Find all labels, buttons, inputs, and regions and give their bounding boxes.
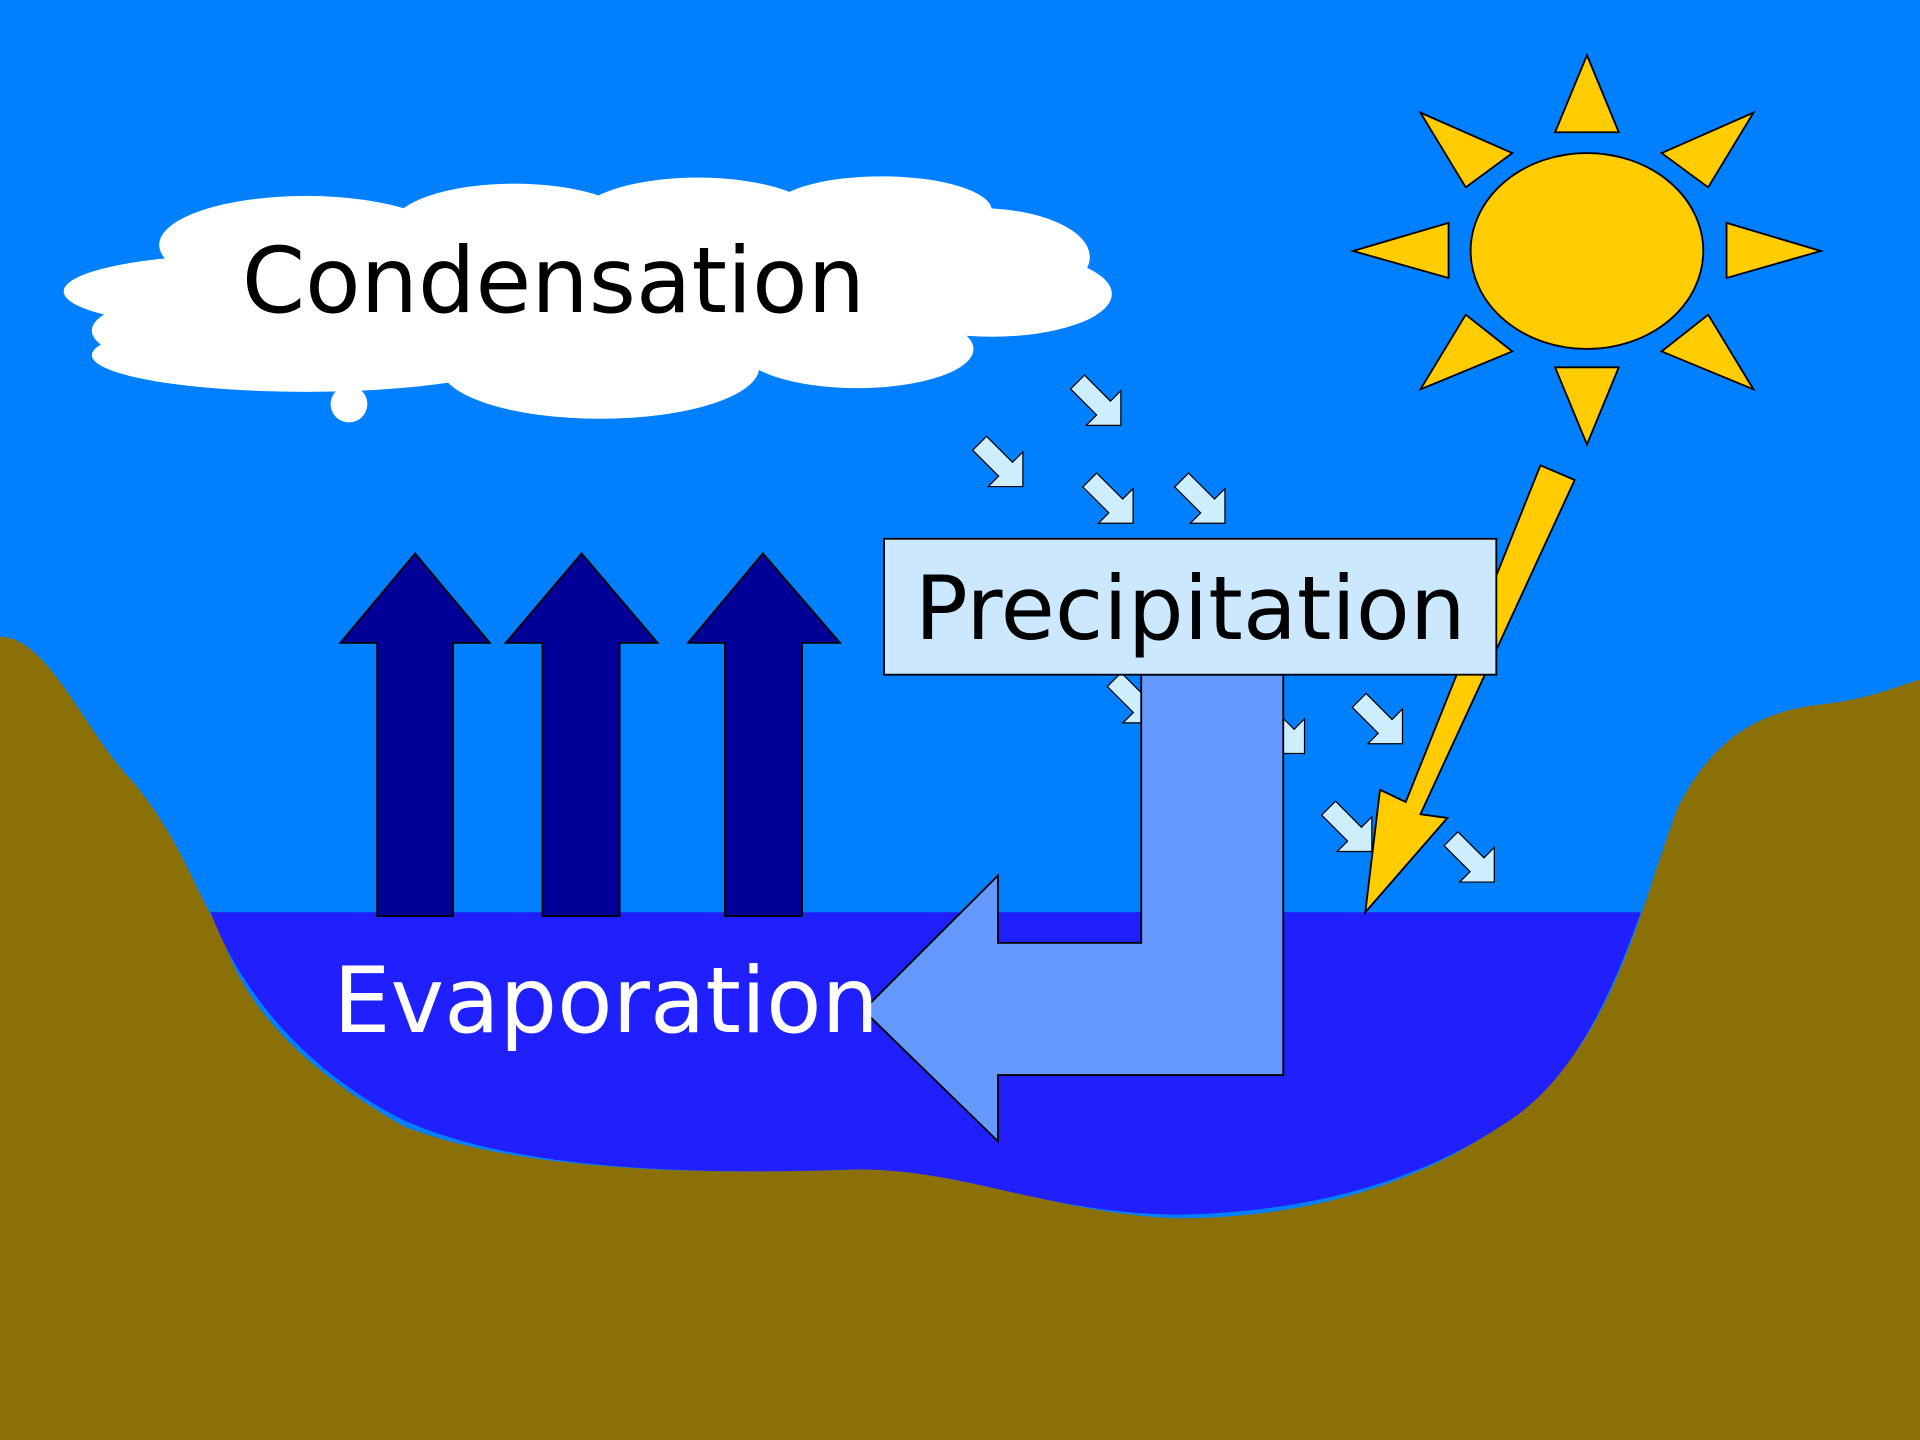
evaporation-arrows — [338, 552, 843, 917]
cloud — [63, 176, 1112, 423]
precipitation-label: Precipitation — [915, 557, 1466, 660]
evaporation-label: Evaporation — [333, 949, 879, 1054]
runoff-arrow — [861, 673, 1285, 1144]
condensation-label: Condensation — [242, 229, 865, 334]
precipitation-box — [883, 537, 1498, 676]
sun — [1349, 52, 1825, 447]
ground — [0, 636, 1920, 1440]
sun-ray-arrow — [1364, 464, 1576, 916]
